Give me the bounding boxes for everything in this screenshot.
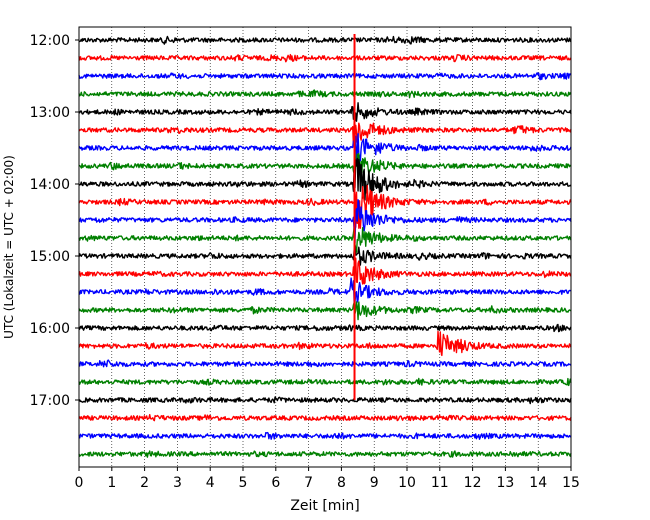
trace-17 <box>78 330 572 357</box>
trace-23 <box>78 450 572 458</box>
y-axis-label: UTC (Lokalzeit = UTC + 02:00) <box>2 155 16 339</box>
trace-10 <box>78 199 572 244</box>
trace-8 <box>78 157 572 201</box>
trace-11 <box>78 226 572 253</box>
y-tick-label-2: 14:00 <box>30 177 70 193</box>
traces <box>78 35 572 458</box>
x-axis-ticks: 0 1 2 3 4 5 6 7 8 9 10 11 12 13 14 15 <box>75 467 580 491</box>
x-tick-label-4: 4 <box>206 475 215 491</box>
trace-15 <box>78 301 572 321</box>
x-tick-label-1: 1 <box>107 475 116 491</box>
trace-7 <box>78 149 572 175</box>
plot-border <box>78 26 572 468</box>
x-tick-label-7: 7 <box>304 475 313 491</box>
trace-12 <box>78 245 572 266</box>
trace-3 <box>78 89 572 99</box>
trace-6 <box>78 133 572 162</box>
trace-0 <box>78 35 572 45</box>
trace-18 <box>78 359 572 368</box>
trace-2 <box>78 72 572 81</box>
trace-19 <box>78 377 572 387</box>
y-tick-label-0: 12:00 <box>30 33 70 49</box>
plot-area <box>79 27 571 467</box>
trace-13 <box>78 257 572 285</box>
y-tick-label-5: 17:00 <box>30 393 70 409</box>
trace-9 <box>78 184 572 229</box>
y-axis-ticks: 12:00 13:00 14:00 15:00 16:00 17:00 <box>30 33 79 409</box>
x-tick-label-12: 12 <box>464 475 482 491</box>
x-tick-label-6: 6 <box>271 475 280 491</box>
x-tick-label-14: 14 <box>529 475 547 491</box>
x-tick-label-2: 2 <box>140 475 149 491</box>
x-tick-label-13: 13 <box>496 475 514 491</box>
x-tick-label-8: 8 <box>337 475 346 491</box>
x-tick-label-11: 11 <box>431 475 449 491</box>
y-tick-label-4: 16:00 <box>30 321 70 337</box>
trace-21 <box>78 413 572 422</box>
x-tick-label-3: 3 <box>173 475 182 491</box>
trace-20 <box>78 396 572 405</box>
trace-5 <box>78 120 572 146</box>
trace-16 <box>78 323 572 333</box>
x-axis-label: Zeit [min] <box>290 498 359 514</box>
x-tick-label-15: 15 <box>562 475 580 491</box>
trace-22 <box>78 431 572 440</box>
trace-14 <box>78 277 572 306</box>
x-tick-label-5: 5 <box>239 475 248 491</box>
x-tick-label-9: 9 <box>370 475 379 491</box>
x-tick-label-0: 0 <box>75 475 84 491</box>
y-tick-label-1: 13:00 <box>30 105 70 121</box>
y-tick-label-3: 15:00 <box>30 249 70 265</box>
trace-4 <box>78 102 572 122</box>
trace-1 <box>78 53 572 63</box>
grid <box>111 27 539 467</box>
x-tick-label-10: 10 <box>398 475 416 491</box>
